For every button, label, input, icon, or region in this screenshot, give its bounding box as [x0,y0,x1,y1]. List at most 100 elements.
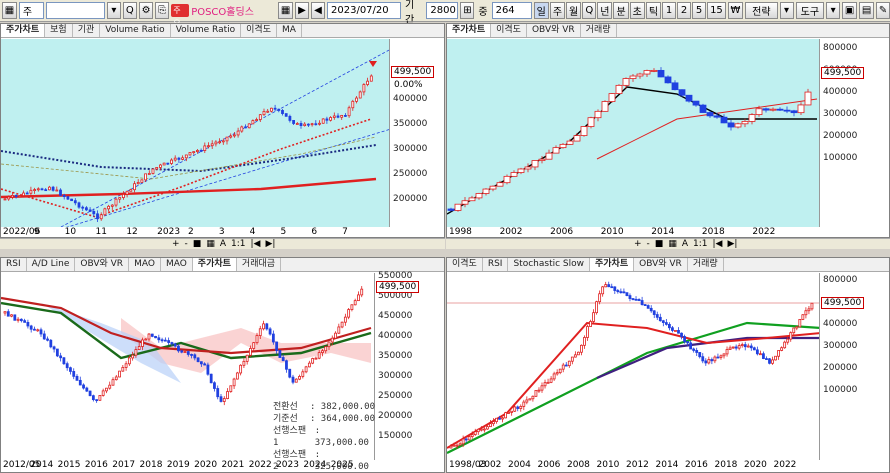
tab-7[interactable]: 거래대금 [237,258,282,271]
first-icon[interactable]: |◀ [250,239,261,249]
tab-1[interactable]: RSI [1,258,27,271]
period-unit-6[interactable]: 분 [613,2,629,19]
tab-1[interactable]: 이격도 [447,258,483,271]
tab-6[interactable]: 거래량 [688,258,724,271]
period-unit-10[interactable]: 2 [677,2,692,19]
candlestick-chart[interactable] [447,39,821,227]
period-unit-4[interactable]: Q [582,2,597,19]
screenshot-icon[interactable]: ▣ [842,2,858,19]
last-icon[interactable]: ▶| [727,239,738,249]
tab-4[interactable]: Volume Ratio [100,24,171,37]
period-input[interactable]: 2800 [426,2,459,19]
stop-icon[interactable]: ■ [654,239,664,249]
ma-olive [1,136,377,180]
zoom-label[interactable]: 1:1 [231,239,246,249]
zoom-in-icon[interactable]: + [634,239,642,249]
tab-6[interactable]: 이격도 [241,24,277,37]
tab-5[interactable]: MAO [161,258,193,271]
x-tick-label: 2024 [303,460,327,470]
tab-4[interactable]: 거래량 [581,24,617,37]
candle [121,365,125,372]
period-unit-3[interactable]: 월 [566,2,582,19]
strategy-dropdown-icon[interactable]: ▾ [779,2,794,19]
zoom-label[interactable]: 1:1 [693,239,708,249]
period-unit-9[interactable]: 1 [662,2,677,19]
tab-2[interactable]: 보험 [45,24,73,37]
tools-button[interactable]: 도구 [795,2,825,19]
tab-5[interactable]: Volume Ratio [171,24,242,37]
tab-3[interactable]: OBV와 VR [75,258,130,271]
prev-icon[interactable]: ◀ [311,2,325,19]
zoom-out-icon[interactable]: - [184,239,188,249]
count-input[interactable]: 264 [491,2,532,19]
candle [657,67,665,78]
tab-4[interactable]: 주가차트 [590,258,635,271]
period-unit-8[interactable]: 틱 [645,2,662,19]
tab-4[interactable]: MAO [129,258,161,271]
tab-1[interactable]: 주가차트 [1,24,46,37]
candle [110,204,114,210]
candle [91,394,95,402]
candle [301,369,305,379]
dropdown-icon[interactable]: ▾ [106,2,121,19]
tab-3[interactable]: OBV와 VR [527,24,581,37]
candle [23,318,27,323]
strategy-button[interactable]: 전략 [745,2,778,19]
candle [762,107,770,113]
candle [755,105,763,117]
candle [678,89,686,97]
table-icon[interactable]: ▦ [206,239,215,249]
candle [604,281,608,288]
wrench-icon[interactable]: ✎ [876,2,890,19]
count-grid-icon[interactable]: ⊞ [460,2,475,19]
candlestick-chart[interactable] [447,273,821,460]
settings-icon[interactable]: ⚙ [138,2,154,19]
zoom-in-icon[interactable]: + [172,239,180,249]
next-icon[interactable]: ▶ [295,2,309,19]
current-price-badge: 499,500 [391,66,435,78]
tab-3[interactable]: 기관 [73,24,101,37]
x-tick-label: 2010 [600,227,624,237]
candle [524,163,532,173]
candle [247,123,251,129]
tab-6[interactable]: 주가차트 [192,258,237,271]
zoom-out-icon[interactable]: - [646,239,650,249]
copy-icon[interactable]: ⎘ [155,2,170,19]
text-icon[interactable]: A [681,239,688,249]
candle [752,346,756,351]
tools-dropdown-icon[interactable]: ▾ [826,2,841,19]
code-input[interactable] [45,2,105,19]
candle [689,340,693,350]
period-unit-7[interactable]: 초 [629,2,645,19]
candle [661,319,665,327]
stop-icon[interactable]: ■ [192,239,202,249]
tab-2[interactable]: A/D Line [27,258,76,271]
candle [22,190,25,197]
table-icon[interactable]: ▦ [668,239,677,249]
code-type-select[interactable]: 주 [18,2,44,19]
grid-small-icon[interactable]: ▦ [278,2,293,19]
period-unit-2[interactable]: 주 [549,2,566,19]
last-icon[interactable]: ▶| [265,239,276,249]
tab-3[interactable]: Stochastic Slow [508,258,590,271]
won-button[interactable]: ₩ [727,2,744,19]
ichimoku-chart[interactable] [1,273,376,460]
text-icon[interactable]: A [219,239,226,249]
search-icon[interactable]: Q [122,2,137,19]
first-icon[interactable]: |◀ [712,239,723,249]
tab-5[interactable]: OBV와 VR [634,258,688,271]
tab-7[interactable]: MA [277,24,302,37]
grid-icon[interactable]: ▦ [2,2,17,19]
period-unit-11[interactable]: 5 [692,2,707,19]
period-unit-12[interactable]: 15 [707,2,726,19]
panel-tabs: RSI A/D Line OBV와 VR MAO MAO 주가차트 거래대금 [1,258,444,272]
tab-1[interactable]: 주가차트 [447,24,492,37]
save-icon[interactable]: ▤ [859,2,875,19]
period-unit-1[interactable]: 일 [533,2,549,19]
tab-2[interactable]: 이격도 [491,24,527,37]
date-input[interactable]: 2023/07/20 [327,2,402,19]
candle [190,353,193,359]
tab-2[interactable]: RSI [483,258,509,271]
period-unit-5[interactable]: 년 [597,2,613,19]
candlestick-chart[interactable] [1,39,391,227]
